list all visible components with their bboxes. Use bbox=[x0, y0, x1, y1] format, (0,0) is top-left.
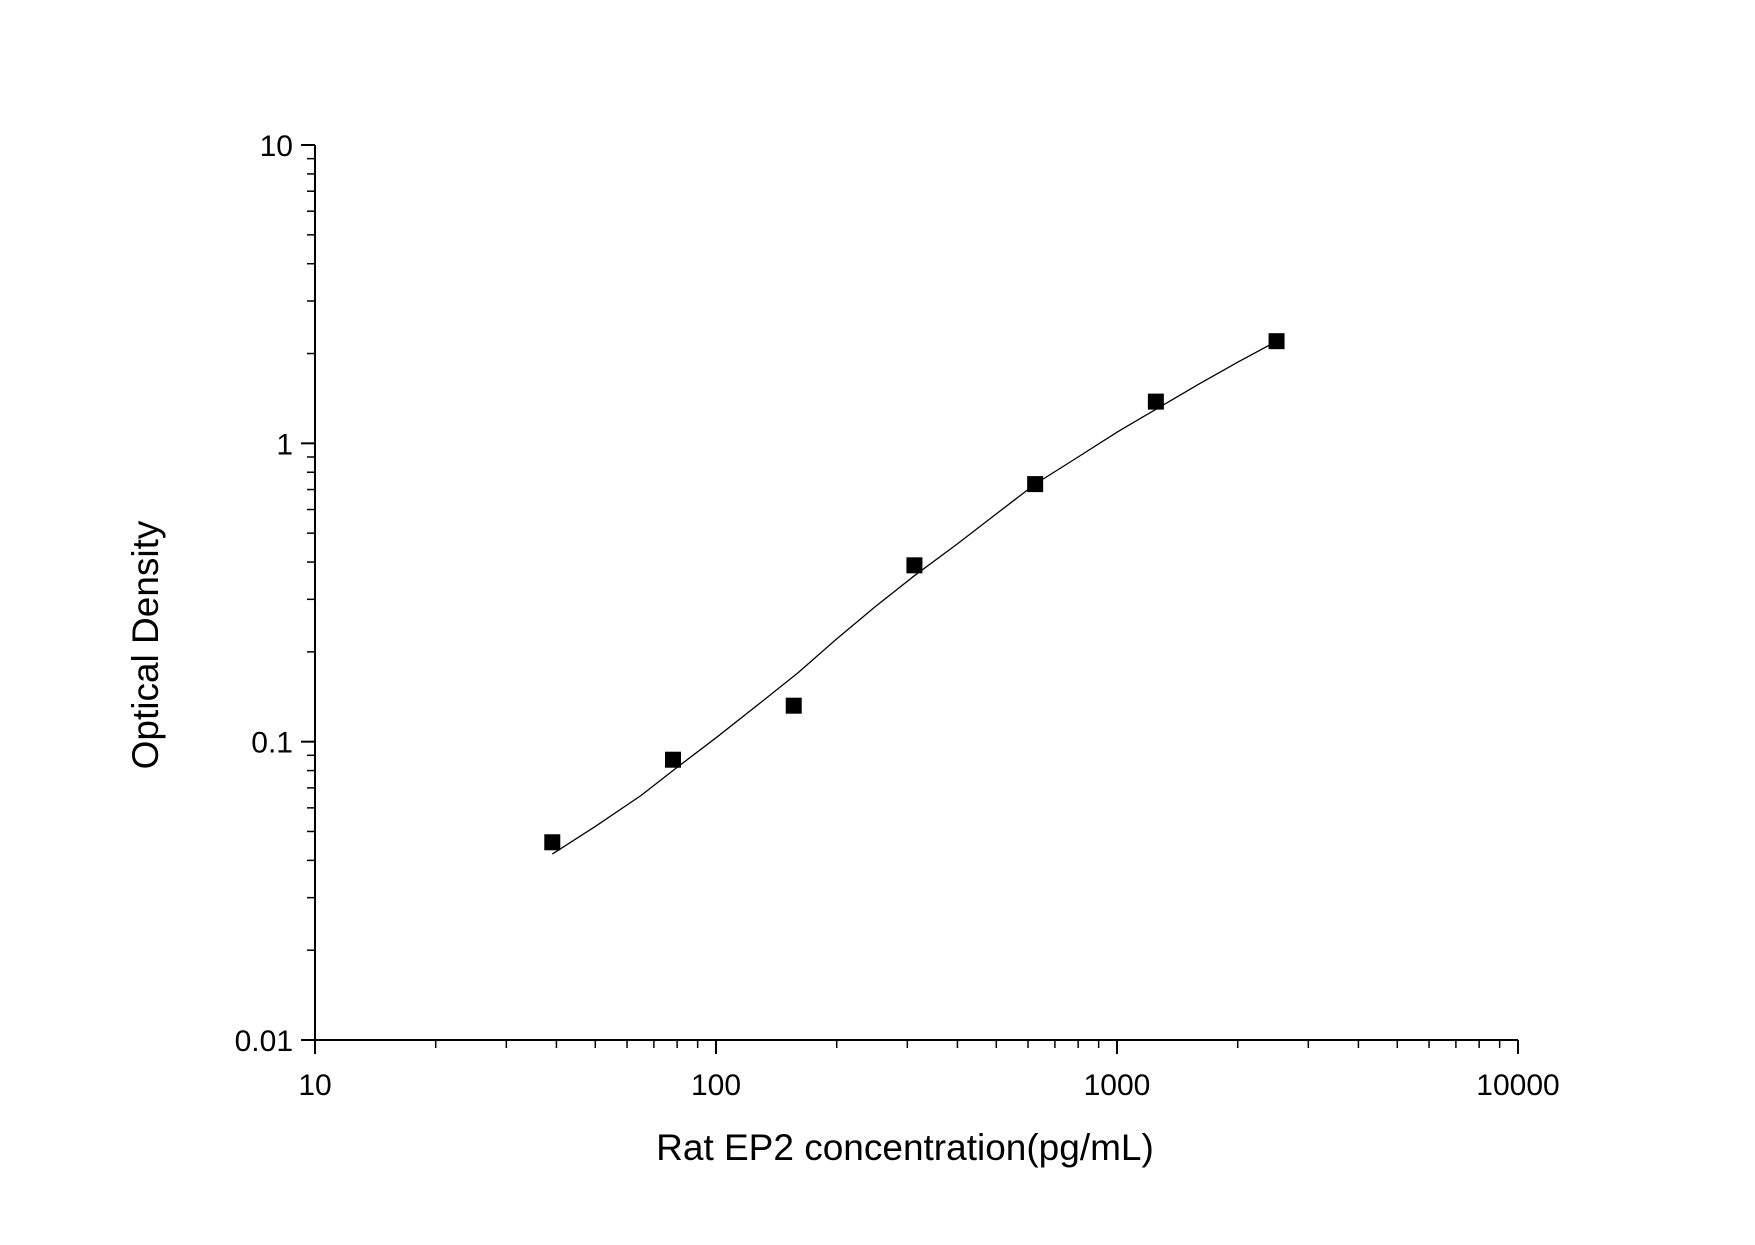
data-point bbox=[1027, 476, 1044, 493]
fit-curve-layer bbox=[551, 340, 1277, 855]
x-tick-label: 1000 bbox=[1084, 1069, 1151, 1102]
y-axis-title: Optical Density bbox=[125, 520, 166, 769]
x-axis-title: Rat EP2 concentration(pg/mL) bbox=[656, 1127, 1154, 1168]
x-tick-label: 10 bbox=[298, 1069, 331, 1102]
x-tick-label: 100 bbox=[691, 1069, 741, 1102]
data-point bbox=[665, 751, 682, 768]
axes: 10 100 1000 10000 0.01 0.1 1 10 bbox=[235, 130, 1560, 1102]
data-point bbox=[1268, 333, 1285, 350]
y-tick-label: 0.01 bbox=[235, 1025, 293, 1058]
data-point bbox=[906, 557, 923, 574]
x-tick-label: 10000 bbox=[1476, 1069, 1559, 1102]
data-point bbox=[785, 697, 802, 714]
fit-curve-line bbox=[551, 340, 1277, 855]
data-point bbox=[544, 834, 561, 851]
data-point bbox=[1147, 393, 1164, 410]
y-tick-label: 0.1 bbox=[251, 727, 293, 760]
y-tick-label: 10 bbox=[260, 130, 293, 163]
data-points-layer bbox=[544, 333, 1285, 851]
y-tick-label: 1 bbox=[276, 428, 293, 461]
